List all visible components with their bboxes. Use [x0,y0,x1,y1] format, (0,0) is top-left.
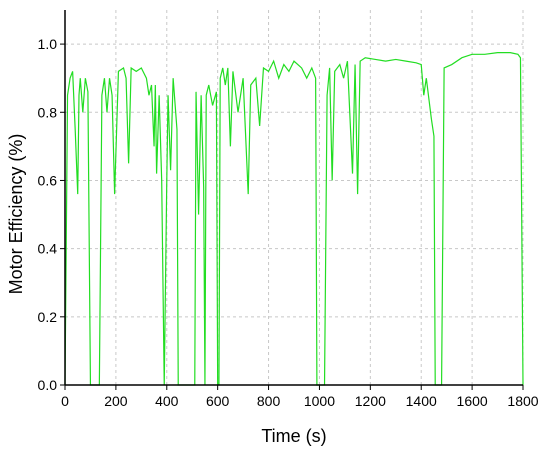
x-tick-label: 0 [61,393,69,409]
y-axis-label: Motor Efficiency (%) [6,134,26,295]
x-tick-label: 1400 [406,393,437,409]
x-tick-label: 800 [257,393,281,409]
x-tick-label: 400 [155,393,179,409]
y-tick-label: 0.0 [38,377,58,393]
y-tick-label: 0.2 [38,309,58,325]
data-line [64,52,524,386]
x-tick-label: 200 [104,393,128,409]
x-tick-label: 1800 [507,393,538,409]
y-tick-label: 0.4 [38,241,58,257]
x-tick-label: 600 [206,393,230,409]
y-tick-label: 0.6 [38,172,58,188]
x-tick-label: 1200 [355,393,386,409]
x-tick-label: 1000 [304,393,335,409]
x-tick-label: 1600 [457,393,488,409]
y-tick-label: 1.0 [38,36,58,52]
x-axis-label: Time (s) [261,426,326,446]
y-tick-label: 0.8 [38,104,58,120]
